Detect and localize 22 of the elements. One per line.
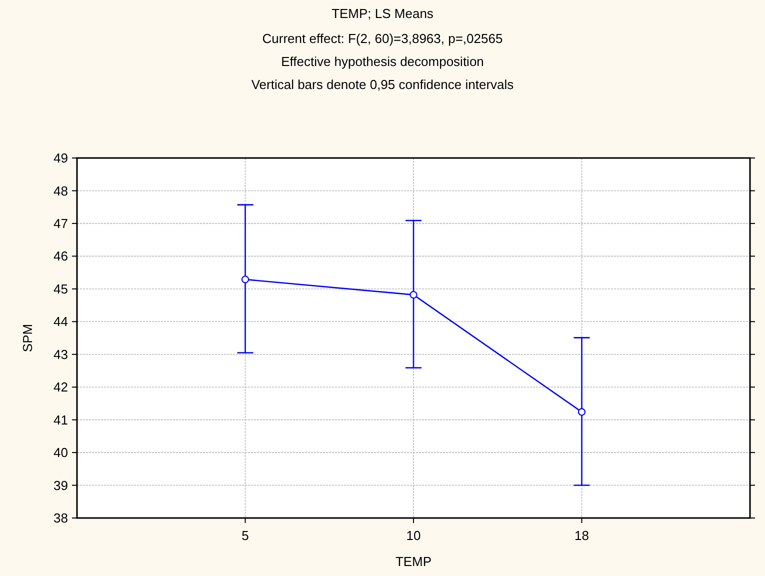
point (578, 408, 586, 416)
y-tick-label: 48 (54, 183, 68, 198)
x-axis-title: TEMP (395, 554, 432, 569)
y-tick-label: 47 (54, 216, 68, 232)
chart-title: TEMP; LS Means (332, 6, 434, 21)
x-tick-label: 10 (406, 528, 421, 543)
y-tick-label: 46 (54, 248, 68, 264)
y-tick-label: 39 (54, 478, 68, 493)
point (410, 290, 418, 299)
chart-subtitle: Current effect: F(2, 60)=3,8963, p=,02565 Effective hypothesis decomposition Vertical bars denote 0,95 confidence intervals (251, 31, 514, 92)
y-tick-label: 49 (54, 150, 68, 166)
y-tick-label: 45 (54, 281, 68, 296)
y-tick-label: 38 (54, 510, 68, 526)
y-tick-label: 41 (54, 412, 68, 428)
y-tick-label: 40 (54, 445, 68, 460)
y-axis-title: SPM (20, 324, 35, 352)
x-tick-label: 5 (242, 528, 249, 543)
point (241, 276, 250, 284)
x-tick-label: 18 (574, 528, 589, 543)
y-tick-label: 43 (54, 346, 68, 362)
y-tick-label: 44 (54, 314, 68, 330)
y-tick-label: 42 (54, 380, 68, 395)
